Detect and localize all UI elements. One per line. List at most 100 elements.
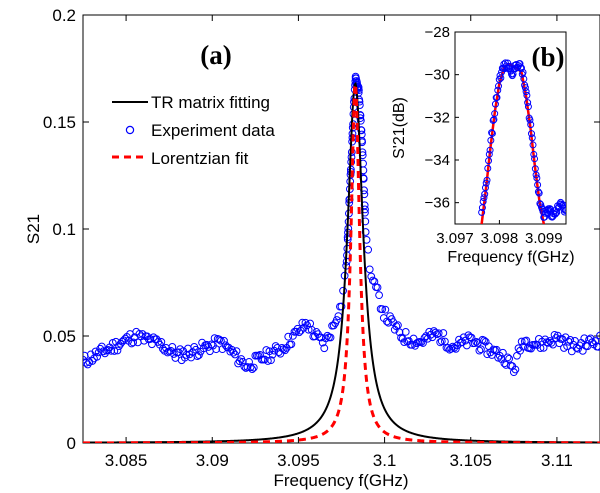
inset-experiment-data-point bbox=[519, 68, 527, 76]
experiment-data-point bbox=[245, 358, 253, 366]
experiment-data-point bbox=[580, 334, 589, 343]
experiment-data-point bbox=[503, 353, 512, 362]
experiment-data-point bbox=[356, 116, 365, 125]
inset-experiment-data-point bbox=[527, 121, 535, 129]
experiment-data-point bbox=[267, 356, 275, 365]
inset-experiment-data-point bbox=[534, 188, 542, 196]
experiment-data-point bbox=[249, 363, 258, 372]
experiment-data-point bbox=[129, 338, 138, 347]
inset-experiment-data-point bbox=[521, 84, 529, 92]
experiment-data-point bbox=[215, 335, 224, 344]
main-x-tick-label: 3.1 bbox=[373, 451, 397, 470]
experiment-data-point bbox=[99, 347, 108, 356]
experiment-data-point bbox=[492, 345, 501, 354]
experiment-data-point bbox=[110, 347, 119, 355]
inset-experiment-data-point bbox=[482, 179, 490, 187]
inset-experiment-data-point bbox=[478, 208, 486, 216]
inset-x-tick-label: 3.097 bbox=[436, 230, 474, 247]
legend: TR matrix fitting Experiment data Lorent… bbox=[112, 93, 275, 168]
experiment-data-point bbox=[586, 334, 595, 343]
experiment-data-point bbox=[320, 344, 329, 353]
experiment-data-point bbox=[522, 336, 531, 345]
inset-plot: 3.097 3.098 3.099 −36 −34 −32 −30 −28 (b) Freq… bbox=[391, 24, 575, 266]
inset-experiment-data-point bbox=[487, 136, 495, 144]
experiment-data-point bbox=[437, 337, 446, 346]
experiment-data-point bbox=[419, 339, 427, 347]
inset-experiment-data-point bbox=[479, 197, 487, 205]
experiment-data-point bbox=[168, 343, 177, 351]
experiment-data-point bbox=[401, 327, 410, 336]
main-x-axis-label: Frequency f(GHz) bbox=[273, 471, 408, 490]
experiment-data-point bbox=[248, 365, 257, 374]
inset-experiment-data-point bbox=[491, 110, 499, 118]
experiment-data-point bbox=[489, 345, 498, 354]
main-x-tick-label: 3.09 bbox=[196, 451, 229, 470]
inset-experiment-data-point bbox=[481, 184, 489, 192]
main-y-tick-label: 0.15 bbox=[43, 113, 76, 132]
experiment-data-point bbox=[392, 322, 401, 331]
experiment-data-point bbox=[373, 283, 382, 292]
inset-experiment-data-point bbox=[524, 99, 532, 107]
inset-experiment-data-point bbox=[534, 181, 542, 189]
experiment-data-point bbox=[431, 328, 440, 337]
inset-experiment-data-point bbox=[529, 141, 537, 149]
main-y-tick-label: 0.05 bbox=[43, 327, 76, 346]
experiment-data-point bbox=[370, 277, 379, 286]
main-x-tick-label: 3.105 bbox=[449, 451, 492, 470]
main-y-tick-label: 0 bbox=[67, 434, 76, 453]
experiment-data-point bbox=[544, 338, 553, 347]
inset-y-tick-label: −32 bbox=[425, 109, 450, 126]
experiment-data-point bbox=[207, 340, 216, 349]
experiment-data-point bbox=[287, 340, 296, 349]
experiment-data-point bbox=[263, 357, 272, 365]
main-y-tick-label: 0.2 bbox=[52, 6, 76, 25]
inset-y-tick-label: −36 bbox=[425, 195, 450, 212]
experiment-data-point bbox=[591, 337, 600, 345]
inset-experiment-data-point bbox=[551, 210, 559, 218]
main-y-ticks: 0 0.05 0.1 0.15 0.2 bbox=[43, 6, 600, 453]
experiment-data-point bbox=[113, 346, 122, 355]
legend-label-lorentzian: Lorentzian fit bbox=[151, 149, 249, 168]
legend-label-tr-matrix: TR matrix fitting bbox=[151, 93, 270, 112]
experiment-data-point bbox=[420, 334, 429, 342]
inset-y-tick-label: −30 bbox=[425, 67, 450, 84]
experiment-data-point bbox=[381, 305, 390, 314]
experiment-data-point bbox=[375, 291, 384, 300]
inset-experiment-data-point bbox=[530, 150, 538, 158]
experiment-data-point bbox=[235, 357, 244, 366]
inset-experiment-data-point bbox=[524, 103, 532, 111]
inset-experiment-data-point bbox=[527, 130, 535, 138]
inset-experiment-data-point bbox=[483, 176, 491, 184]
inset-experiment-data-point bbox=[485, 150, 493, 158]
experiment-data-point bbox=[97, 342, 106, 351]
inset-experiment-data-point bbox=[532, 171, 540, 179]
experiment-data-point bbox=[246, 363, 255, 372]
experiment-data-point bbox=[365, 265, 374, 274]
experiment-data-point bbox=[337, 302, 346, 311]
experiment-data-point bbox=[212, 345, 221, 354]
experiment-data-point bbox=[356, 114, 365, 123]
inset-experiment-data-point bbox=[522, 88, 530, 96]
inset-experiment-data-markers bbox=[478, 59, 566, 221]
inset-experiment-data-point bbox=[484, 164, 492, 172]
lorentzian-fit-line bbox=[83, 83, 600, 443]
experiment-data-point bbox=[295, 328, 304, 337]
inset-experiment-data-point bbox=[560, 208, 566, 216]
inset-experiment-data-point bbox=[485, 157, 493, 165]
inset-x-tick-label: 3.098 bbox=[481, 230, 519, 247]
main-x-tick-label: 3.085 bbox=[105, 451, 148, 470]
inset-experiment-data-point bbox=[526, 116, 534, 124]
experiment-data-point bbox=[284, 332, 293, 341]
experiment-data-point bbox=[447, 344, 456, 353]
experiment-data-point bbox=[378, 305, 387, 314]
inset-experiment-data-point bbox=[561, 206, 566, 214]
main-y-tick-label: 0.1 bbox=[52, 220, 76, 239]
experiment-data-point bbox=[238, 357, 247, 366]
experiment-data-point bbox=[477, 345, 485, 354]
main-x-tick-label: 3.095 bbox=[277, 451, 320, 470]
experiment-data-point bbox=[434, 329, 443, 338]
experiment-data-point bbox=[107, 346, 116, 355]
inset-experiment-data-point bbox=[562, 206, 566, 214]
experiment-data-point bbox=[517, 337, 526, 346]
experiment-data-point bbox=[395, 328, 404, 337]
